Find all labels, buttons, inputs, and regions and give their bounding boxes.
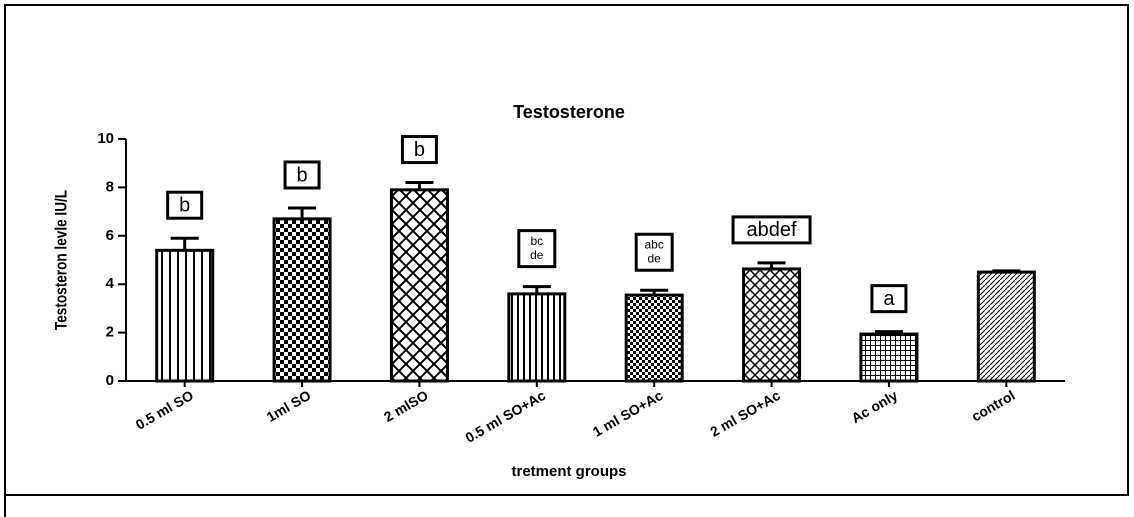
annotation: bc — [530, 234, 543, 248]
bar — [507, 292, 567, 383]
x-axis-label: tretment groups — [511, 463, 626, 480]
x-tick-label: 0.5 ml SO — [133, 387, 196, 433]
frame — [4, 4, 1129, 517]
annotation-box — [166, 190, 204, 220]
annotation-box — [400, 135, 438, 165]
bar — [624, 293, 684, 383]
annotation-box — [517, 229, 557, 269]
bar — [272, 217, 332, 383]
y-tick-label: 4 — [106, 275, 115, 292]
y-axis-label: Testosteron levle IU/L — [52, 190, 71, 330]
x-tick-label: control — [969, 387, 1018, 425]
annotation: b — [179, 195, 190, 217]
annotation-box — [283, 160, 321, 190]
error-bar — [405, 181, 434, 190]
error-bar — [992, 269, 1021, 273]
bar — [859, 332, 919, 383]
y-tick-label: 2 — [106, 324, 114, 341]
error-bar — [522, 285, 551, 294]
annotation: de — [648, 251, 662, 265]
bar — [742, 267, 802, 383]
error-bar — [170, 236, 199, 251]
annotation-box — [634, 232, 674, 272]
x-tick-label: 2 ml SO+Ac — [707, 387, 783, 440]
annotation-box — [731, 215, 812, 245]
error-bar — [288, 206, 317, 219]
x-tick-label: 1ml SO — [264, 387, 314, 425]
x-tick-label: 1 ml SO+Ac — [590, 387, 666, 440]
annotation-box — [870, 284, 908, 314]
bar — [389, 188, 449, 383]
annotation: de — [530, 248, 544, 262]
annotation: b — [297, 164, 308, 186]
x-tick-label: 2 mlSO — [381, 387, 431, 425]
error-bar — [874, 330, 903, 335]
y-tick-label: 8 — [106, 178, 114, 195]
x-tick-label: 0.5 ml SO+Ac — [462, 387, 548, 446]
y-tick-label: 10 — [97, 130, 114, 147]
annotation: a — [883, 288, 895, 310]
chart-title: Testosterone — [513, 102, 625, 122]
bar — [155, 248, 215, 383]
y-tick-label: 0 — [106, 372, 114, 389]
annotation: abc — [645, 237, 664, 251]
bar — [976, 270, 1036, 383]
y-tick-label: 6 — [106, 227, 114, 244]
error-bar — [757, 261, 786, 269]
x-tick-label: Ac only — [848, 387, 900, 426]
annotation: b — [414, 139, 425, 161]
annotation: abdef — [747, 219, 797, 241]
error-bar — [640, 288, 669, 296]
